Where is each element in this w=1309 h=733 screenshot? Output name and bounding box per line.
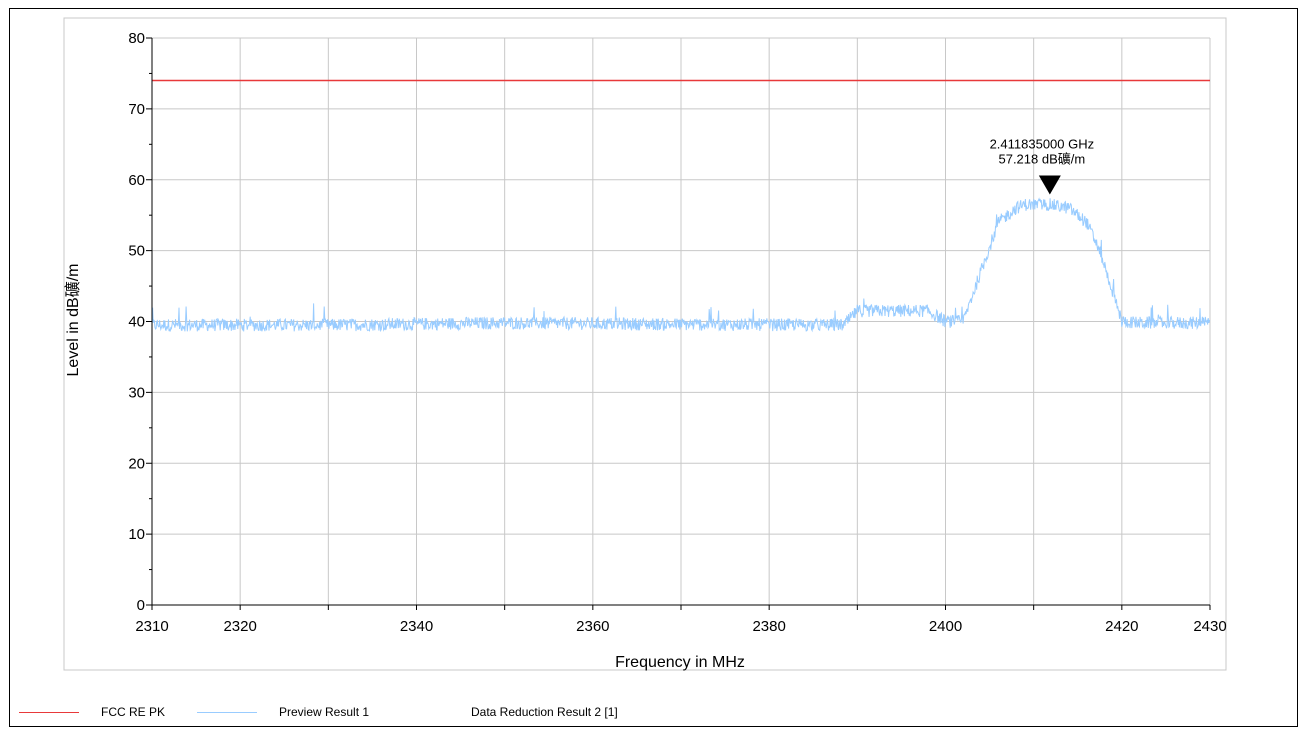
y-tick-label: 30 <box>128 384 145 401</box>
x-tick-label: 2360 <box>576 618 609 635</box>
x-tick-label: 2340 <box>400 618 433 635</box>
x-tick-label: 2400 <box>929 618 962 635</box>
trace-path <box>151 197 1211 333</box>
legend-item-data-reduction: Data Reduction Result 2 [1] <box>471 704 618 720</box>
legend-label-data-reduction: Data Reduction Result 2 [1] <box>471 705 618 719</box>
chart-frame <box>9 8 1298 727</box>
x-tick-label: 2380 <box>752 618 785 635</box>
x-axis-title: Frequency in MHz <box>615 654 745 671</box>
y-tick-label: 0 <box>137 597 145 614</box>
peak-marker: 2.411835000 GHz 57.218 dB礦/m <box>990 136 1095 195</box>
legend-label-preview-result: Preview Result 1 <box>279 705 370 719</box>
y-tick-label: 20 <box>128 455 145 472</box>
trace-preview-result-1 <box>151 197 1211 333</box>
legend-item-fcc-re-pk: FCC RE PK <box>19 704 165 720</box>
axes <box>146 37 1211 610</box>
y-tick-label: 10 <box>128 526 145 543</box>
y-tick-label: 40 <box>128 314 145 331</box>
peak-marker-triangle <box>1038 175 1061 195</box>
y-tick-labels: 0 10 20 30 40 50 60 70 80 <box>128 30 145 614</box>
legend-item-preview-result: Preview Result 1 <box>197 704 369 720</box>
x-tick-label: 2420 <box>1105 618 1138 635</box>
x-tick-label: 2430 <box>1193 618 1226 635</box>
y-tick-label: 80 <box>128 30 145 47</box>
x-tick-label: 2320 <box>223 618 256 635</box>
y-tick-label: 60 <box>128 172 145 189</box>
legend-swatch-red <box>19 711 79 713</box>
plot-panel <box>63 17 1227 671</box>
legend-label-fcc-re-pk: FCC RE PK <box>101 705 166 719</box>
peak-marker-level: 57.218 dB礦/m <box>998 151 1085 166</box>
y-tick-label: 70 <box>128 101 145 118</box>
peak-marker-frequency: 2.411835000 GHz <box>990 136 1095 151</box>
y-axis-title: Level in dB礦/m <box>64 264 82 377</box>
x-tick-label: 2310 <box>135 618 168 635</box>
y-tick-label: 50 <box>128 243 145 260</box>
legend-swatch-blue <box>197 711 257 713</box>
x-tick-labels: 2310 2320 2340 2360 2380 2400 2420 2430 <box>135 618 1226 635</box>
